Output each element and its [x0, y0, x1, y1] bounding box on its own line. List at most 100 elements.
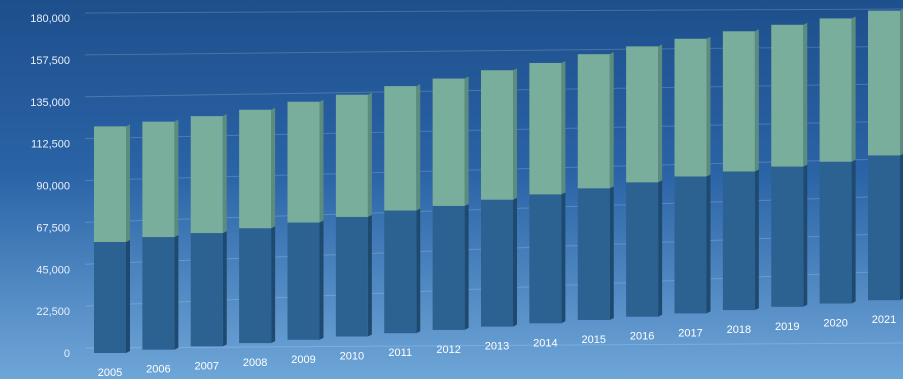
- bar-side: [271, 226, 276, 344]
- bar-segment: [239, 109, 272, 229]
- bar-side: [464, 76, 469, 206]
- bar-segment: [432, 205, 465, 330]
- bar-segment: [481, 70, 513, 200]
- bar-segment: [94, 126, 126, 242]
- bar-segment: [94, 242, 126, 353]
- bar-side: [851, 159, 856, 304]
- bar-segment: [722, 171, 755, 311]
- bar-segment: [626, 46, 659, 183]
- x-tick-label: 2015: [582, 334, 606, 346]
- x-tick-label: 2011: [388, 347, 412, 359]
- bar-side: [851, 16, 856, 162]
- bar-side: [513, 68, 517, 200]
- bar-side: [658, 44, 663, 183]
- x-tick-label: 2021: [872, 314, 896, 326]
- y-tick-label: 22,500: [36, 306, 70, 318]
- bar-segment: [239, 228, 272, 344]
- bar-segment: [771, 166, 804, 307]
- bar-side: [706, 174, 711, 314]
- bar-side: [658, 180, 663, 317]
- bar-segment: [771, 24, 804, 167]
- bar-side: [609, 52, 614, 189]
- bar-side: [706, 36, 711, 177]
- bar-segment: [335, 94, 368, 217]
- bar-segment: [287, 222, 320, 340]
- bar-segment: [142, 121, 175, 238]
- bar-side: [754, 169, 759, 311]
- bar-side: [561, 192, 566, 324]
- x-tick-label: 2006: [146, 364, 170, 376]
- x-axis-ticks: 2005 2006 2007 2008 2009 2010 2011 2012 2013 2014…: [98, 314, 896, 379]
- y-tick-label: 112,500: [31, 139, 70, 151]
- bar-segment: [577, 54, 610, 189]
- bar-segment: [529, 194, 562, 324]
- y-tick-label: 90,000: [36, 181, 70, 193]
- gridline: [84, 342, 903, 349]
- y-tick-label: 157,500: [30, 55, 70, 67]
- bar-side: [900, 153, 903, 301]
- bars: [94, 9, 903, 353]
- x-tick-label: 2008: [243, 357, 267, 369]
- bar-side: [271, 107, 276, 229]
- bar-segment: [190, 116, 223, 234]
- y-tick-label: 180,000: [30, 13, 70, 25]
- bar-segment: [481, 199, 513, 327]
- bar-side: [803, 22, 808, 167]
- bar-segment: [819, 18, 852, 162]
- bar-segment: [384, 86, 417, 211]
- bar-side: [561, 60, 566, 195]
- x-tick-label: 2010: [340, 351, 364, 363]
- y-tick-label: 0: [64, 348, 70, 360]
- bar-side: [174, 119, 179, 238]
- bar-side: [464, 203, 469, 330]
- bar-side: [319, 220, 324, 340]
- bar-side: [900, 9, 903, 156]
- x-tick-label: 2012: [436, 344, 460, 356]
- gridline: [84, 8, 903, 14]
- bar-side: [319, 99, 324, 223]
- bar-segment: [190, 233, 223, 347]
- bar-segment: [335, 216, 368, 337]
- bar-segment: [722, 31, 755, 172]
- x-tick-label: 2016: [630, 331, 654, 343]
- bar-segment: [868, 155, 900, 301]
- bar-side: [513, 197, 517, 327]
- bar-segment: [384, 210, 417, 334]
- bar-side: [126, 124, 130, 242]
- x-tick-label: 2013: [485, 341, 509, 353]
- y-tick-label: 67,500: [36, 222, 70, 234]
- y-tick-label: 135,000: [30, 97, 70, 109]
- bar-side: [416, 208, 421, 334]
- bar-side: [126, 240, 130, 353]
- gridline: [84, 45, 903, 56]
- y-axis-ticks: 0 22,500 45,000 67,500 90,000 112,500 135,000 1…: [30, 13, 70, 360]
- x-tick-label: 2005: [98, 367, 122, 379]
- bar-segment: [529, 62, 562, 195]
- bar-side: [222, 231, 227, 347]
- bar-segment: [819, 161, 852, 304]
- y-tick-label: 45,000: [36, 264, 70, 276]
- bar-side: [754, 29, 759, 172]
- bar-side: [367, 92, 372, 217]
- x-tick-label: 2019: [775, 321, 799, 333]
- bar-side: [803, 164, 808, 307]
- bar-segment: [577, 188, 610, 320]
- bar-side: [222, 114, 227, 234]
- bar-segment: [626, 182, 659, 317]
- bar-segment: [674, 38, 707, 177]
- x-tick-label: 2018: [727, 324, 751, 336]
- bar-side: [367, 214, 372, 337]
- x-tick-label: 2017: [678, 327, 702, 339]
- bar-side: [174, 235, 179, 350]
- bar-segment: [868, 10, 900, 156]
- bar-side: [609, 186, 614, 320]
- bar-segment: [674, 176, 707, 314]
- bar-side: [416, 84, 421, 211]
- bar-segment: [287, 101, 320, 223]
- bar-segment: [142, 237, 175, 350]
- bar-segment: [432, 78, 465, 206]
- x-tick-label: 2020: [823, 318, 847, 330]
- x-tick-label: 2007: [195, 360, 219, 372]
- x-tick-label: 2009: [291, 354, 315, 366]
